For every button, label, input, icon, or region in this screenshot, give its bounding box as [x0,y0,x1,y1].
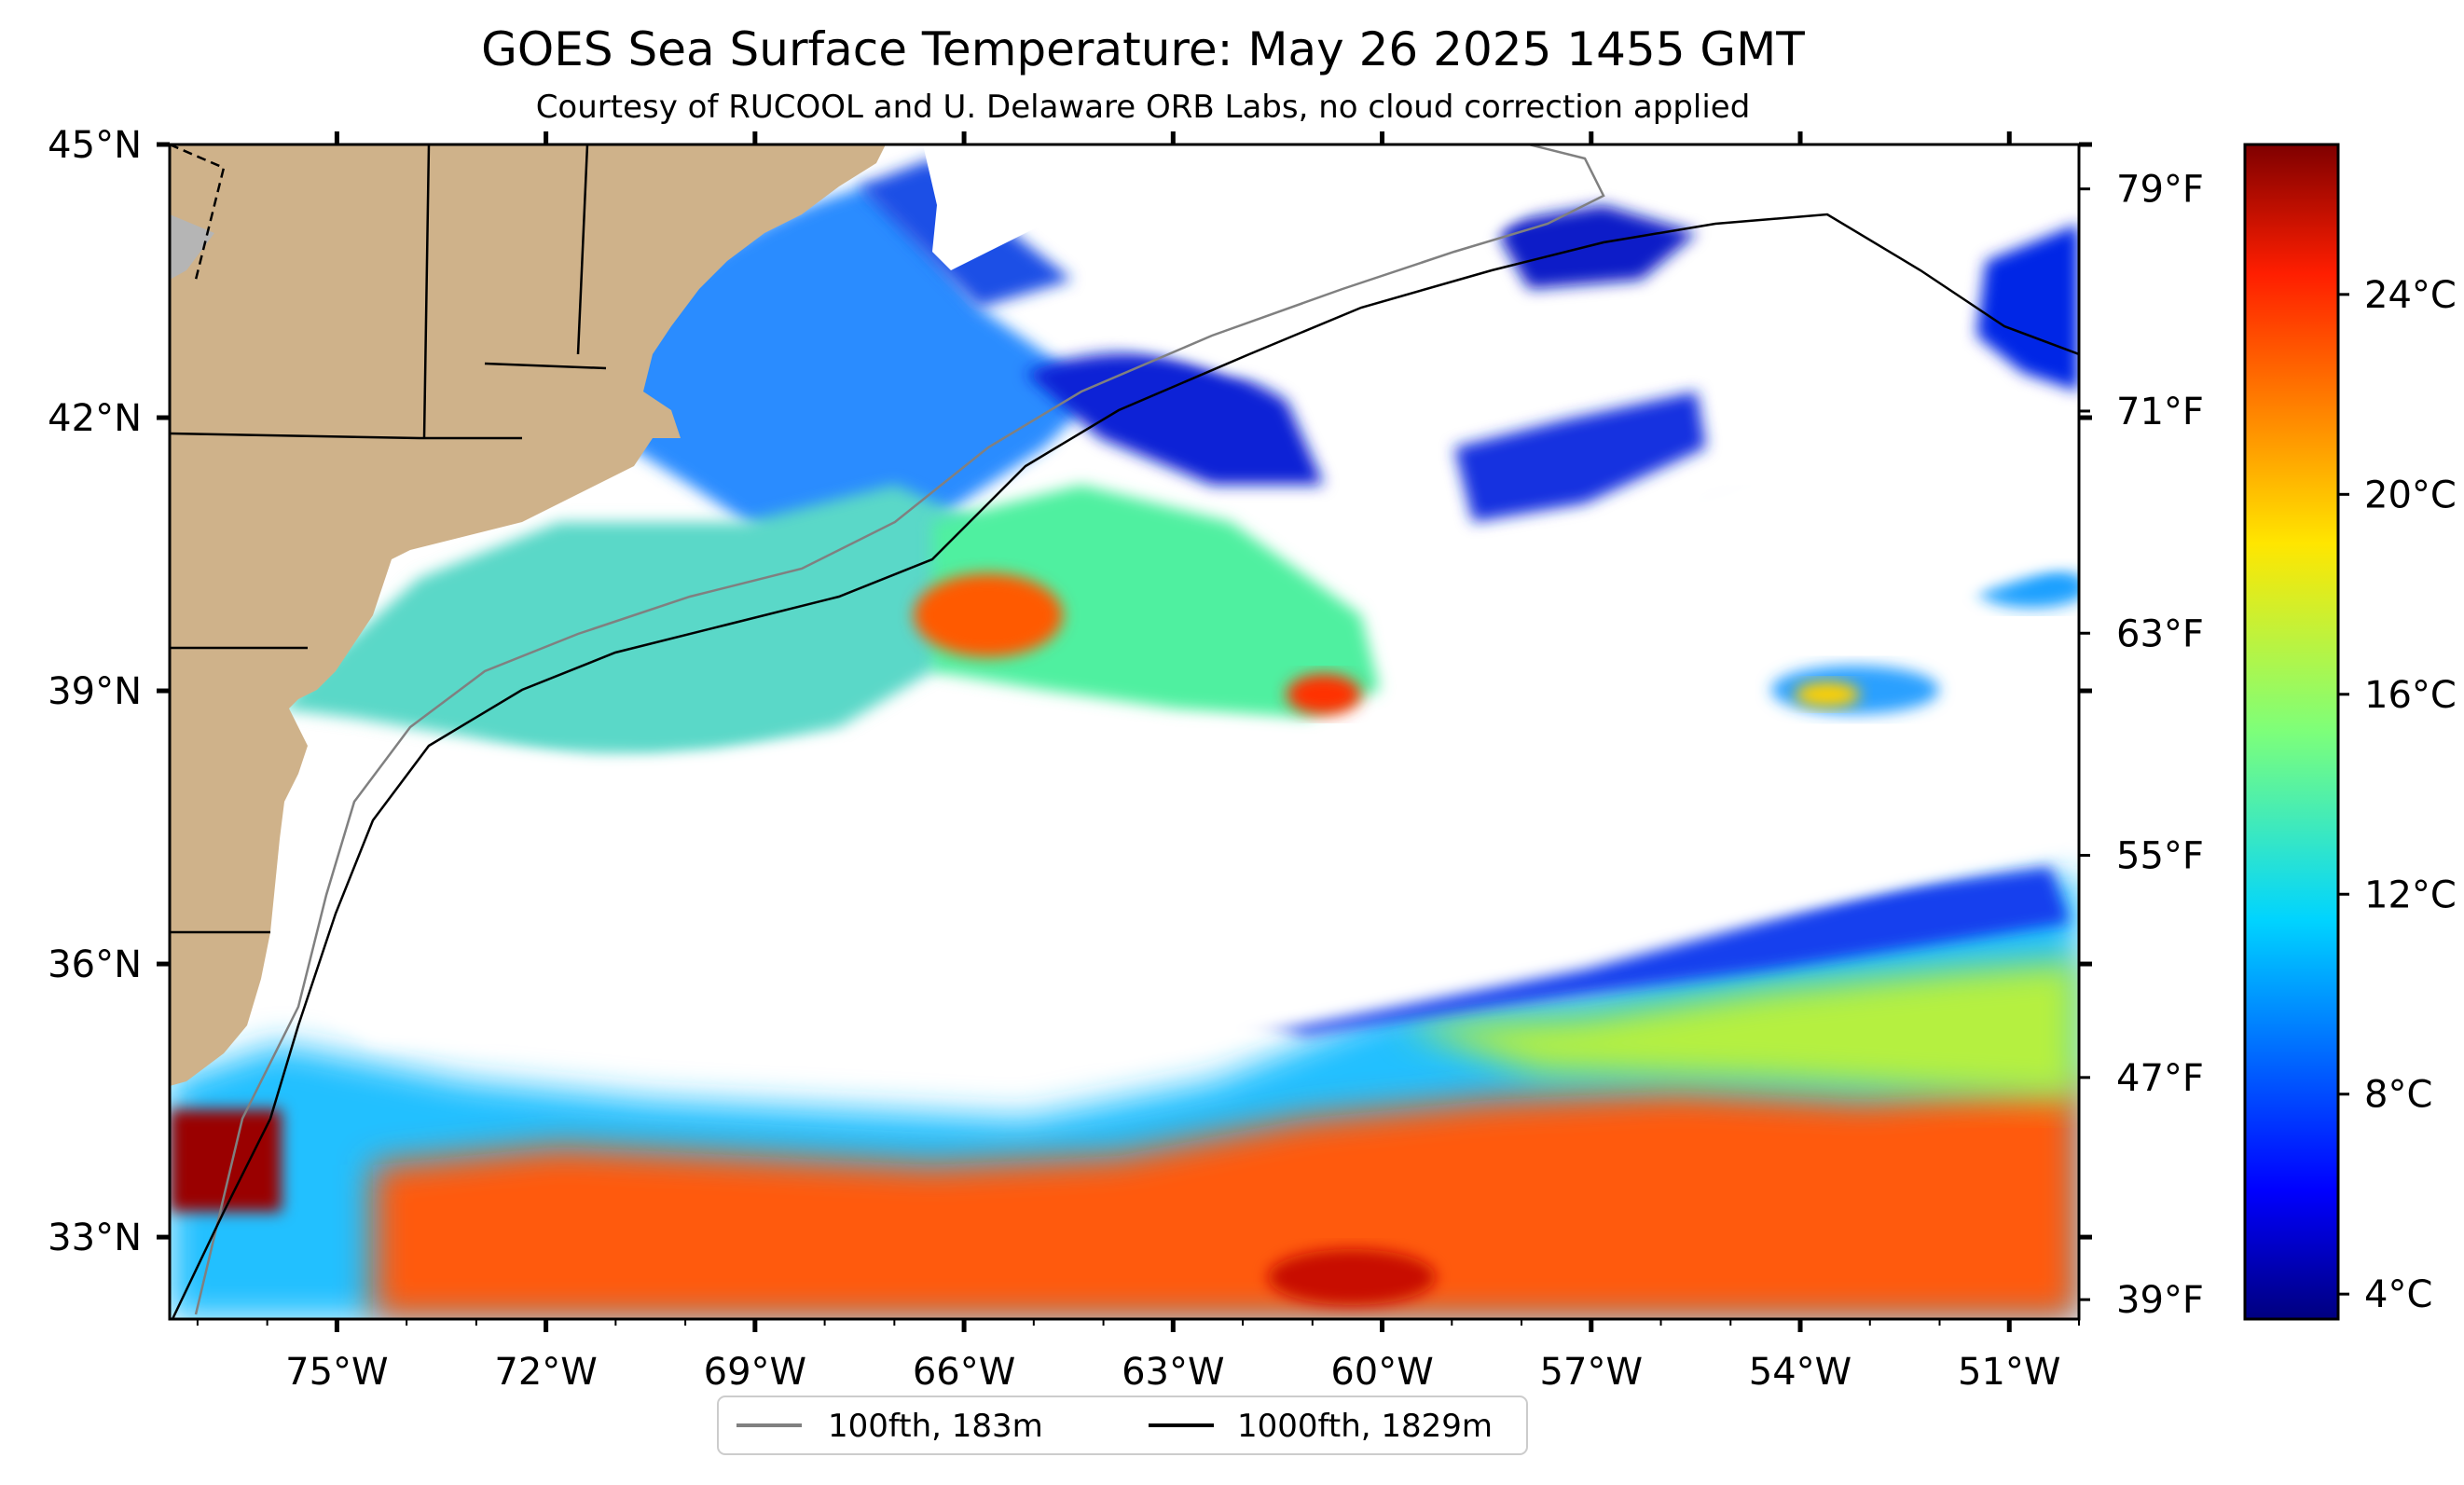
land-mainland [170,144,886,1086]
sst-shelf-break [932,485,1380,718]
colorbar-f-label: 63°F [2116,612,2204,655]
land [170,144,1231,1086]
state-borders [170,144,607,934]
longitude-axis: 75°W 72°W 69°W 66°W 63°W 60°W 57°W 54°W 51°W [196,131,2080,1394]
colorbar-c-label: 12°C [2364,873,2457,916]
border-ma-ct [484,362,607,370]
lon-label: 75°W [285,1351,388,1394]
land-nova-scotia-cloud [923,144,1231,270]
sst-mid-atlantic-shelf [280,485,1026,764]
figure-subtitle: Courtesy of RUCOOL and U. Delaware ORB L… [536,89,1751,126]
colorbar-gradient [2243,143,2340,1321]
isobath-legend: 100fth, 183m 1000fth, 1829m [717,1396,1528,1455]
sst-south-warm [373,1081,2079,1319]
colorbar-f-label: 39°F [2116,1279,2204,1322]
map-frame [168,143,2081,1321]
lat-label: 39°N [48,670,142,713]
colorbar-f-label: 79°F [2116,169,2204,212]
sst-patch-n2 [1454,392,1706,522]
latitude-axis: 45°N 42°N 39°N 36°N 33°N [48,124,2092,1259]
lon-label: 69°W [704,1351,806,1394]
colorbar-c-label: 16°C [2364,674,2457,717]
border-nh-me [576,144,589,355]
lat-label: 33°N [48,1217,142,1259]
colorbar-fahrenheit-axis: 79°F 71°F 63°F 55°F 47°F 39°F [2079,169,2204,1322]
sst-gulf-stream-core [170,1109,282,1212]
cloud-central [308,727,2079,1063]
cloud-north [1100,144,1585,373]
map-panel [170,144,2079,1319]
border-ny-pa [170,432,522,440]
colorbar-f-label: 47°F [2116,1057,2204,1100]
cloud-northeast [1398,438,2079,671]
colorbar-c-label: 4°C [2364,1273,2432,1316]
isobath-1000fth [171,213,2079,1319]
sst-patch-n5 [1795,681,1860,708]
lat-label: 36°N [48,943,142,986]
lon-label: 57°W [1540,1351,1643,1394]
colorbar-f-label: 55°F [2116,835,2204,878]
figure-title: GOES Sea Surface Temperature: May 26 202… [481,22,1805,76]
sst-cold-patch [1026,352,1324,485]
lon-label: 72°W [494,1351,597,1394]
sst-field [170,158,2079,1319]
lon-label: 60°W [1330,1351,1433,1394]
colorbar-celsius-axis: 24°C 20°C 16°C 12°C 8°C 4°C [2338,274,2457,1316]
sst-gulf-of-maine [597,186,1100,559]
legend-label-1000fth: 1000fth, 1829m [1237,1408,1493,1445]
border-ny-vt [422,144,431,439]
colorbar-f-label: 71°F [2116,391,2204,433]
isobath-100fth [194,144,1605,1315]
border-us-canada [170,144,226,281]
land-lake-gray [170,214,214,280]
legend-box [717,1396,1528,1455]
lon-label: 51°W [1958,1351,2060,1394]
colorbar: 24°C 20°C 16°C 12°C 8°C 4°C 79°F 71°F 63°F 55°F 4… [2079,143,2457,1322]
colorbar-c-label: 20°C [2364,474,2457,516]
legend-label-100fth: 100fth, 183m [828,1408,1043,1445]
lon-label: 66°W [913,1351,1015,1394]
sst-warm-eddy-2 [1287,674,1361,715]
sst-patch-ne [1976,224,2079,392]
sst-warm-eddy-1 [914,573,1063,657]
lon-label: 54°W [1749,1351,1851,1394]
lon-label: 63°W [1122,1351,1224,1394]
colorbar-c-label: 24°C [2364,274,2457,317]
sst-warm-core-s [1268,1249,1436,1305]
cloud-gaps [308,144,2079,1063]
colorbar-c-label: 8°C [2364,1074,2432,1117]
lat-label: 42°N [48,397,142,440]
sst-south-front [1398,960,2079,1100]
lat-label: 45°N [48,124,142,167]
